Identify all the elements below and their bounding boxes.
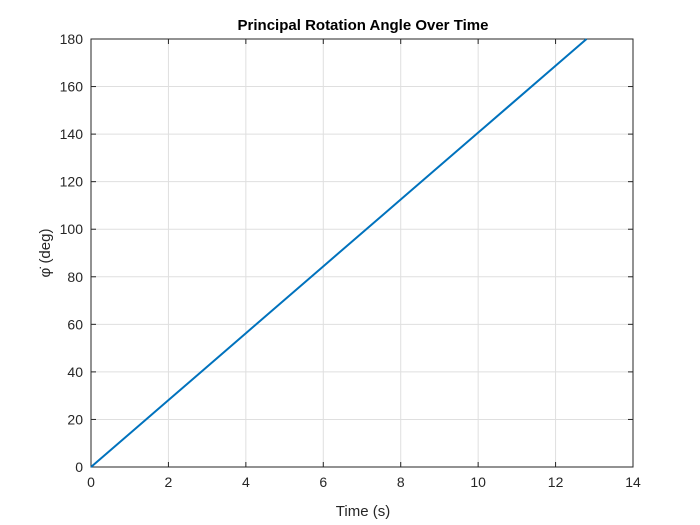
plot-area-frame — [90, 38, 634, 468]
x-tick-label: 2 — [165, 474, 173, 490]
x-axis-label: Time (s) — [336, 503, 390, 520]
y-tick-label: 0 — [75, 459, 83, 475]
y-tick-label: 100 — [60, 221, 84, 237]
y-tick-label: 20 — [67, 411, 83, 427]
chart-title: Principal Rotation Angle Over Time — [238, 17, 489, 34]
y-tick-label: 80 — [67, 269, 83, 285]
x-tick-label: 0 — [87, 474, 95, 490]
grid-lines — [91, 39, 633, 467]
y-tick-label: 140 — [60, 126, 84, 142]
y-tick-label: 160 — [60, 79, 84, 95]
y-tick-label: 120 — [60, 174, 84, 190]
x-tick-label: 8 — [397, 474, 405, 490]
x-tick-label: 12 — [548, 474, 564, 490]
y-tick-label: 40 — [67, 364, 83, 380]
y-axis-label: φ̇ (deg) — [37, 229, 54, 278]
x-tick-label: 4 — [242, 474, 250, 490]
series-line — [90, 38, 588, 468]
data-series — [90, 38, 588, 468]
x-tick-label: 10 — [470, 474, 486, 490]
y-tick-label: 180 — [60, 31, 84, 47]
x-tick-label: 6 — [319, 474, 327, 490]
y-tick-label: 60 — [67, 316, 83, 332]
x-tick-label: 14 — [625, 474, 641, 490]
